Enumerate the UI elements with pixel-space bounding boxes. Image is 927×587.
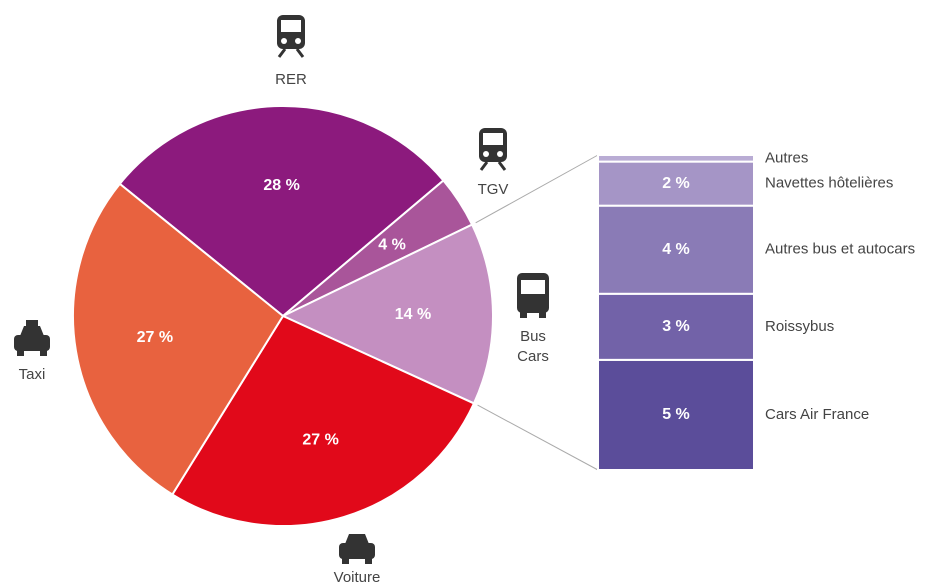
slice-value-label: 4 % <box>378 236 406 253</box>
icon-light <box>497 151 503 157</box>
segment-value-label: 2 % <box>662 175 690 192</box>
icon-sign <box>26 320 38 326</box>
icon-light <box>295 38 301 44</box>
slice-label: Voiture <box>334 569 381 586</box>
slice-label: RER <box>275 71 307 88</box>
icon-light <box>483 151 489 157</box>
pie-slice <box>280 223 494 405</box>
pie-slice <box>170 314 476 527</box>
icon-wheel <box>17 350 24 356</box>
slice-value-label: 28 % <box>263 177 299 194</box>
train-icon <box>479 128 507 171</box>
icon-window <box>483 133 503 145</box>
slice-label: TGV <box>478 181 509 198</box>
connector <box>477 404 599 471</box>
icon-wheel <box>342 558 349 564</box>
icon-wheel <box>40 350 47 356</box>
segment-label: Cars Air France <box>765 406 869 423</box>
stack-segment <box>597 204 755 295</box>
slice-label: Bus Cars <box>517 328 549 365</box>
segment-value-label: 5 % <box>662 406 690 423</box>
pie-slice <box>72 182 285 496</box>
segment-label: Roissybus <box>765 318 834 335</box>
connector <box>475 154 599 224</box>
stack-segment <box>597 292 755 361</box>
icon-body <box>14 335 50 351</box>
icon-wheel <box>539 311 546 318</box>
train-icon <box>277 15 305 58</box>
icon-wheel <box>520 311 527 318</box>
slice-label: Taxi <box>19 366 46 383</box>
icon-wheel <box>365 558 372 564</box>
slice-value-label: 27 % <box>137 329 173 346</box>
slice-value-label: 14 % <box>395 306 431 323</box>
icon-roof <box>345 534 369 544</box>
icon-light <box>281 38 287 44</box>
bus-icon <box>517 273 549 318</box>
car-icon <box>339 534 375 564</box>
stack-segment <box>597 154 755 163</box>
icon-rails <box>277 48 305 58</box>
segment-label: Navettes hôtelières <box>765 175 893 192</box>
icon-rails <box>479 161 507 171</box>
icon-body <box>339 543 375 559</box>
slice-value-label: 27 % <box>302 432 338 449</box>
pie-slice <box>118 105 445 318</box>
icon-roof <box>20 326 44 336</box>
segment-value-label: 4 % <box>662 241 690 258</box>
segment-label: Autres bus et autocars <box>765 241 915 258</box>
icon-window <box>281 20 301 32</box>
icon-window <box>521 280 545 294</box>
segment-value-label: 3 % <box>662 318 690 335</box>
taxi-icon <box>14 320 50 356</box>
segment-label: Autres <box>765 149 808 166</box>
stack-segment <box>597 358 755 471</box>
stack-segment <box>597 160 755 207</box>
